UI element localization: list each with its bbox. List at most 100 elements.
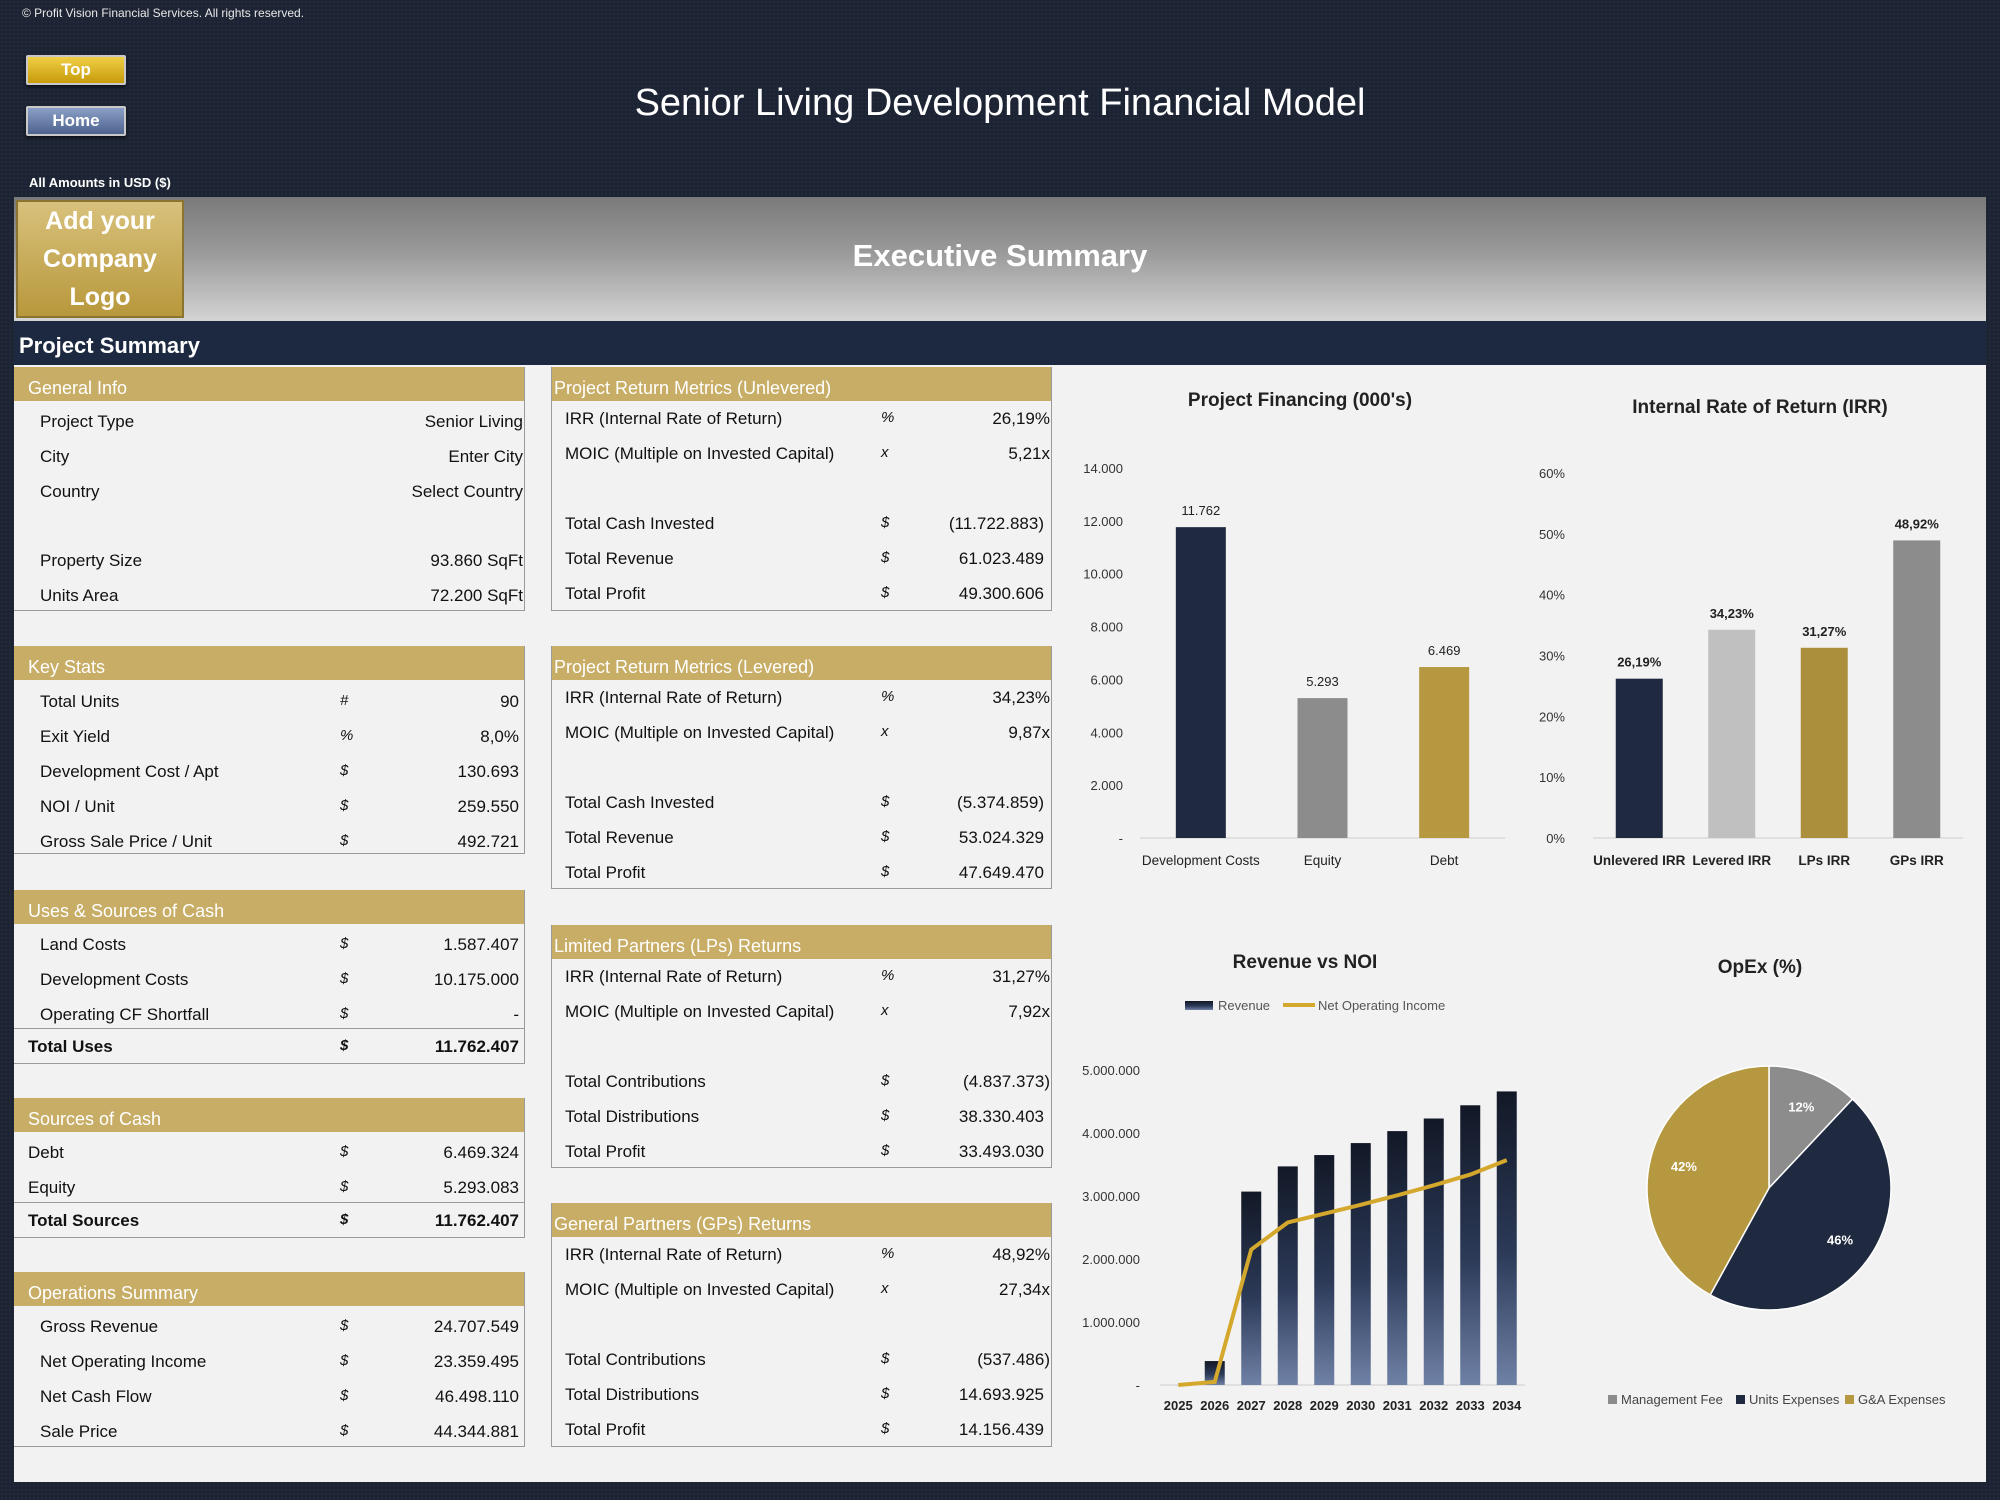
row-symbol: $	[340, 1387, 349, 1404]
sources-table: Sources of Cash Debt $6.469.324 Equity $5.…	[14, 1098, 525, 1238]
pie-slice	[1768, 1065, 1854, 1190]
x-tick-label: 2029	[1310, 1398, 1339, 1413]
row-value: 47.649.470	[958, 863, 1044, 882]
row-label: Net Operating Income	[40, 1352, 207, 1371]
x-tick-label: 2032	[1419, 1398, 1448, 1413]
row-symbol: x	[881, 1002, 889, 1019]
row-label: Gross Revenue	[40, 1317, 159, 1336]
lp-returns-table: Limited Partners (LPs) Returns IRR (Inte…	[551, 925, 1052, 1168]
row-label: Total Profit	[565, 584, 646, 603]
row-symbol: $	[881, 584, 890, 601]
y-tick-label: 2.000.000	[1082, 1252, 1140, 1267]
row-value: 8,0%	[480, 727, 519, 746]
top-button[interactable]: Top	[26, 55, 126, 85]
slice-label: 42%	[1671, 1159, 1697, 1174]
uses-table: Uses & Sources of Cash Land Costs $1.587.…	[14, 890, 525, 1064]
data-label: 5.293	[1306, 674, 1339, 689]
x-tick-label: LPs IRR	[1798, 853, 1850, 868]
unlevered-returns-table: Project Return Metrics (Unlevered) IRR (…	[551, 367, 1052, 611]
row-value: 7,92x	[1008, 1002, 1050, 1021]
legend-label: G&A Expenses	[1858, 1392, 1946, 1407]
total-label: Total Sources	[28, 1211, 140, 1230]
row-value: 34,23%	[992, 688, 1050, 707]
x-tick-label: 2026	[1200, 1398, 1229, 1413]
y-tick-label: 20%	[1539, 709, 1565, 724]
pie-slice	[1709, 1098, 1892, 1311]
row-label: Exit Yield	[40, 727, 110, 746]
legend-label: Revenue	[1218, 998, 1270, 1013]
row-label: Total Contributions	[565, 1072, 706, 1091]
bar	[1350, 1143, 1371, 1385]
bar	[1893, 540, 1941, 838]
row-value: 72.200 SqFt	[430, 586, 523, 605]
row-value: 24.707.549	[433, 1317, 519, 1336]
general-info-table: General Info Project Type Senior Living C…	[14, 367, 525, 611]
sources-title: Sources of Cash	[14, 1098, 524, 1132]
y-tick-label: 6.000	[1090, 672, 1123, 687]
y-tick-label: 50%	[1539, 527, 1565, 542]
row-value: 53.024.329	[958, 828, 1044, 847]
row-label: Property Size	[40, 551, 143, 570]
bar	[1175, 527, 1226, 838]
data-label: 34,23%	[1710, 606, 1755, 621]
legend-swatch	[1608, 1395, 1617, 1404]
row-value: 6.469.324	[443, 1143, 519, 1162]
row-value: (537.486)	[977, 1350, 1050, 1369]
row-symbol: %	[881, 967, 895, 984]
row-label: MOIC (Multiple on Invested Capital)	[565, 1280, 835, 1299]
row-symbol: $	[881, 1385, 890, 1402]
company-logo-placeholder[interactable]: Add your Company Logo	[16, 200, 184, 318]
opex-chart-title: OpEx (%)	[1717, 957, 1803, 978]
row-value: 48,92%	[992, 1245, 1050, 1264]
y-tick-label: 30%	[1539, 649, 1565, 664]
row-value: 46.498.110	[435, 1387, 519, 1406]
row-label: Net Cash Flow	[40, 1387, 152, 1406]
row-value: -	[513, 1005, 519, 1024]
gp-title: General Partners (GPs) Returns	[552, 1203, 1051, 1237]
opex-pie-chart: 12% 46% 42% Management Fee Units Expenses G&A…	[1608, 1065, 1946, 1407]
row-label: Units Area	[40, 586, 119, 605]
row-label: Total Profit	[565, 1420, 646, 1439]
row-value: 31,27%	[992, 967, 1050, 986]
operations-title: Operations Summary	[14, 1272, 524, 1306]
home-button[interactable]: Home	[26, 106, 126, 136]
row-symbol: $	[881, 1107, 890, 1124]
y-tick-label: 2.000	[1090, 778, 1123, 793]
row-value: Select Country	[411, 482, 524, 501]
gp-returns-table: General Partners (GPs) Returns IRR (Inte…	[551, 1203, 1052, 1447]
row-value: 5.293.083	[443, 1178, 519, 1197]
lp-title: Limited Partners (LPs) Returns	[552, 925, 1051, 959]
x-tick-label: 2034	[1492, 1398, 1522, 1413]
row-label: Country	[40, 482, 100, 501]
general-info-title: General Info	[14, 367, 524, 401]
pie-slice	[1646, 1065, 1770, 1296]
row-value: 9,87x	[1008, 723, 1050, 742]
row-symbol: #	[340, 692, 349, 709]
bar	[1241, 1191, 1262, 1385]
row-label: Total Distributions	[565, 1107, 700, 1126]
data-label: 48,92%	[1895, 516, 1940, 531]
row-symbol: $	[340, 832, 349, 849]
bar	[1708, 629, 1756, 838]
row-symbol: $	[881, 1420, 890, 1437]
row-symbol: $	[881, 1072, 890, 1089]
row-label: Total Revenue	[565, 549, 674, 568]
row-symbol: $	[340, 1178, 349, 1195]
total-separator	[14, 1028, 525, 1029]
key-stats-title: Key Stats	[14, 646, 524, 680]
row-value: 130.693	[457, 762, 519, 781]
row-symbol: $	[340, 762, 349, 779]
row-label: Operating CF Shortfall	[40, 1005, 210, 1024]
row-value: 90	[500, 692, 519, 711]
total-symbol: $	[340, 1211, 349, 1228]
row-symbol: %	[881, 409, 895, 426]
legend-swatch	[1185, 1001, 1213, 1010]
executive-summary-title: Executive Summary	[852, 238, 1148, 273]
row-symbol: $	[881, 1350, 890, 1367]
y-tick-label: 40%	[1539, 588, 1565, 603]
bar	[1297, 698, 1348, 838]
row-label: Equity	[28, 1178, 76, 1197]
row-value: 10.175.000	[433, 970, 519, 989]
row-value: Senior Living	[424, 412, 523, 431]
row-symbol: $	[881, 828, 890, 845]
